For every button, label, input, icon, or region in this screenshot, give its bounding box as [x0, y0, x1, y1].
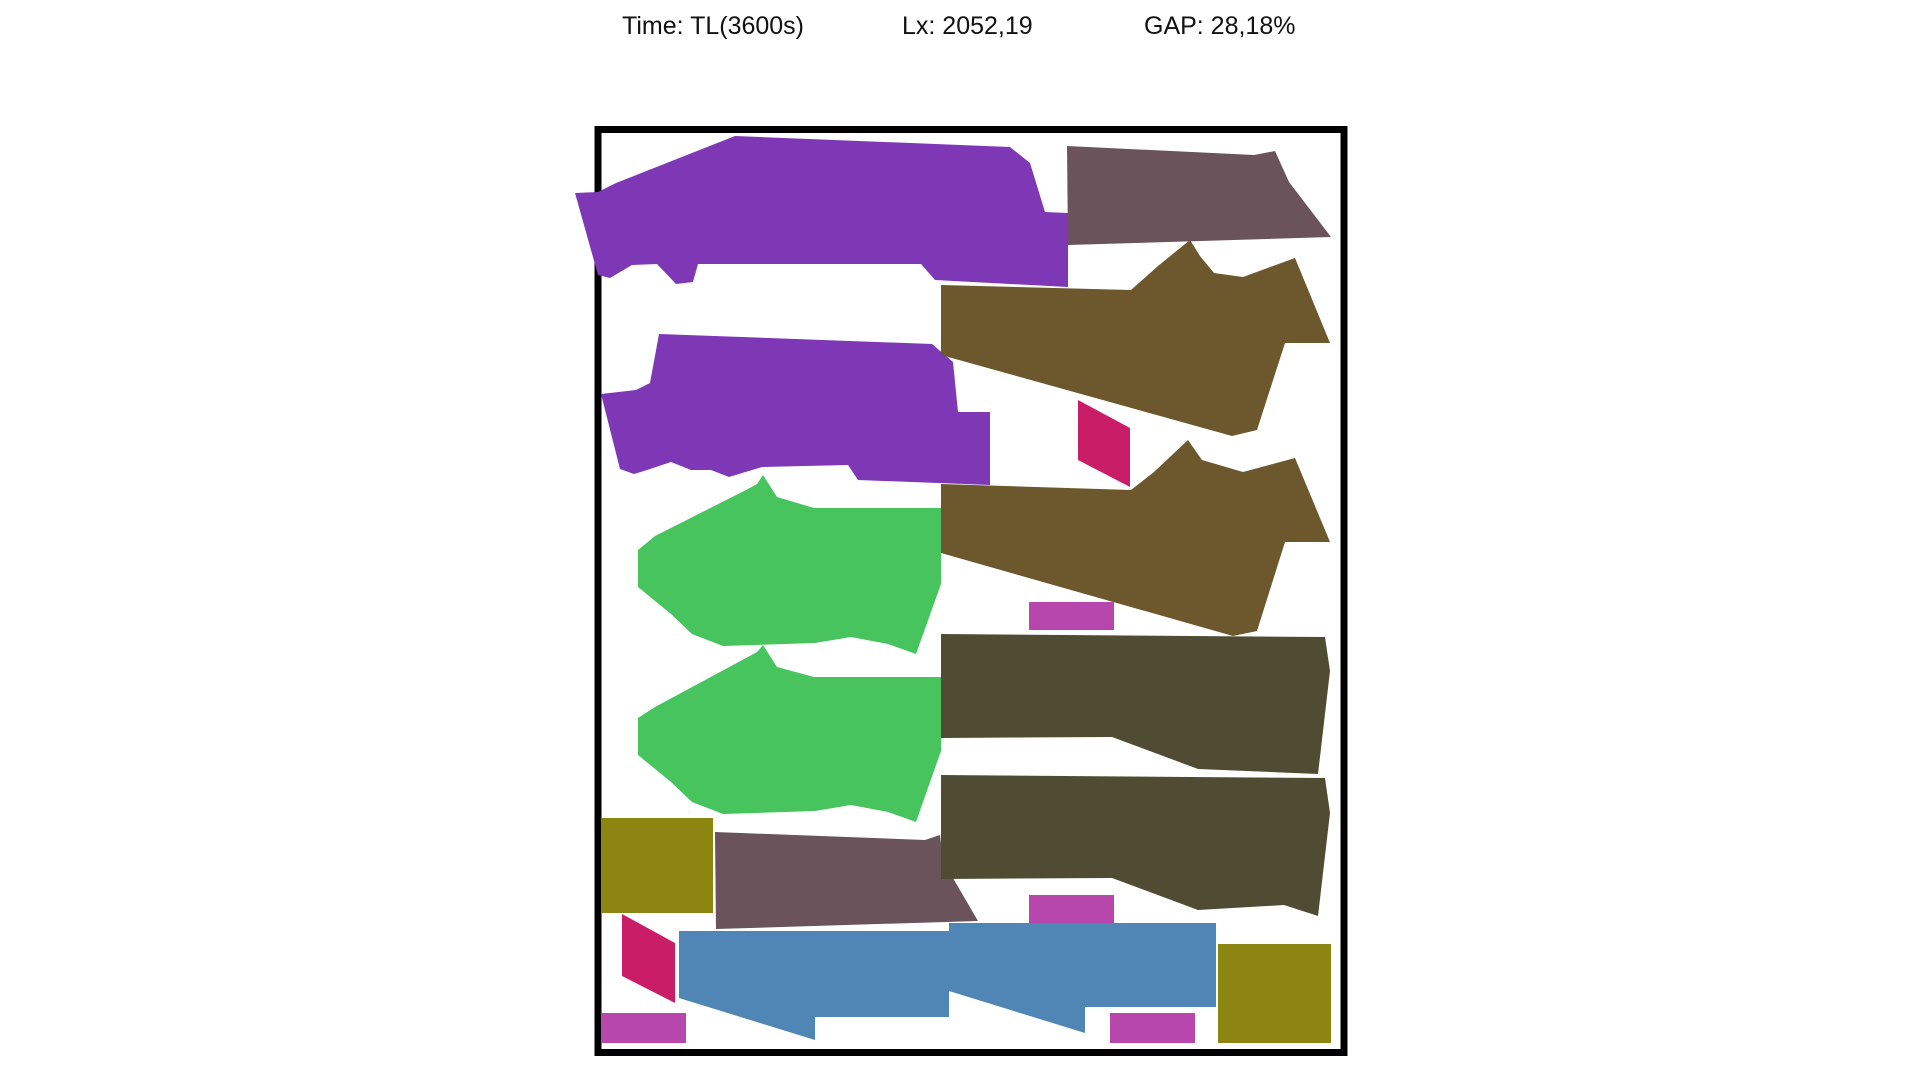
piece-crimson-1	[1078, 400, 1130, 487]
piece-olive-2	[1218, 944, 1331, 1043]
piece-magenta-1	[1029, 602, 1114, 630]
piece-mauve-2	[715, 832, 978, 929]
piece-magenta-2	[1029, 895, 1114, 925]
length-label: Lx: 2052,19	[902, 12, 1033, 40]
gap-label: GAP: 28,18%	[1144, 12, 1296, 40]
piece-purple-2	[601, 334, 990, 485]
piece-magenta-4	[1110, 1013, 1195, 1043]
piece-olive-1	[601, 818, 713, 913]
piece-blue-2	[949, 923, 1216, 1033]
pieces-group	[575, 136, 1331, 1043]
piece-green-1	[638, 475, 941, 654]
piece-purple-1	[575, 136, 1068, 287]
piece-magenta-3	[601, 1013, 686, 1043]
piece-green-2	[638, 645, 941, 822]
piece-brown-2	[941, 440, 1330, 636]
piece-mauve-1	[1067, 146, 1331, 245]
piece-dark-olive-1	[941, 634, 1330, 774]
stats-header: Time: TL(3600s) Lx: 2052,19 GAP: 28,18%	[0, 8, 1920, 48]
time-label: Time: TL(3600s)	[622, 12, 805, 40]
container-border	[594, 126, 1348, 1056]
piece-dark-olive-2	[941, 775, 1330, 916]
piece-crimson-2	[622, 914, 675, 1003]
piece-brown-1	[941, 240, 1330, 436]
piece-blue-1	[679, 931, 949, 1040]
